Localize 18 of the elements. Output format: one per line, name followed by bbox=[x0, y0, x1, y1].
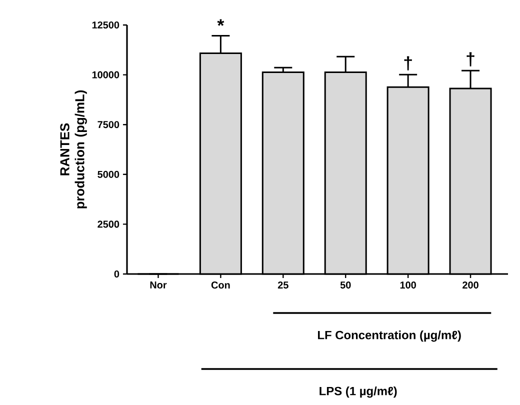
x-tick-label: 200 bbox=[462, 282, 478, 289]
annotation: * bbox=[217, 19, 224, 26]
x-tick-label: 25 bbox=[278, 282, 288, 289]
x-tick-label: 50 bbox=[340, 282, 351, 289]
text: LF Concentration (µg/mℓ) bbox=[318, 330, 461, 342]
x-tick-label: Con bbox=[211, 282, 230, 289]
y-tick-label: 7500 bbox=[98, 121, 120, 128]
y-axis-title: RANTES production (pg/mL) bbox=[60, 90, 87, 208]
text: LPS (1 µg/mℓ) bbox=[320, 386, 397, 398]
y-tick-label: 0 bbox=[114, 270, 120, 278]
y-tick-label: 5000 bbox=[98, 170, 120, 178]
annotation: † bbox=[466, 52, 474, 66]
x-tick-label: 100 bbox=[400, 282, 416, 289]
x-tick-label: Nor bbox=[150, 282, 167, 288]
annotation: † bbox=[404, 56, 412, 70]
y-tick-label: 12500 bbox=[92, 21, 120, 29]
y-tick-label: 10000 bbox=[92, 71, 120, 78]
y-tick-label: 2500 bbox=[98, 220, 120, 228]
